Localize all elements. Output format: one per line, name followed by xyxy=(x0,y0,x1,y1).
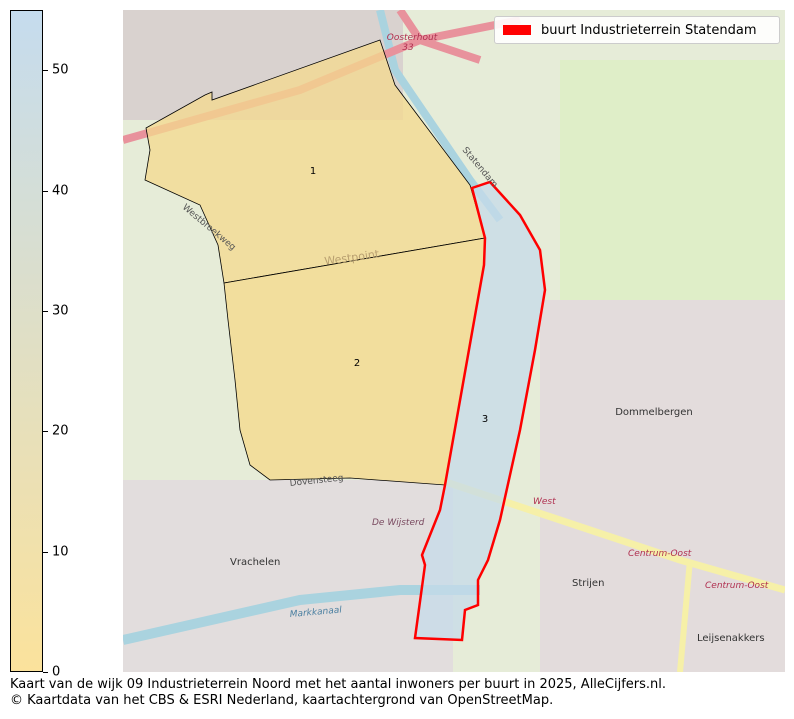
label-strijen: Strijen xyxy=(572,578,604,589)
residential-area-dommelbergen xyxy=(540,300,785,672)
residential-area-vrachelen xyxy=(123,480,453,672)
colorbar-tick-label: 10 xyxy=(52,544,69,560)
region-label-2: 2 xyxy=(354,358,360,369)
region-label-1: 1 xyxy=(310,166,316,177)
label-leijsenakkers: Leijsenakkers xyxy=(697,633,765,644)
colorbar-tick xyxy=(43,310,48,312)
label-west: West xyxy=(533,497,556,507)
colorbar-tick xyxy=(43,431,48,433)
colorbar-tick-label: 30 xyxy=(52,303,69,319)
colorbar-tick-label: 40 xyxy=(52,183,69,199)
road-south xyxy=(677,559,693,672)
region-3-statendam[interactable] xyxy=(413,180,547,642)
colorbar-tick-label: 50 xyxy=(52,62,69,78)
legend-swatch xyxy=(503,25,531,35)
colorbar-tick xyxy=(43,190,48,192)
label-centrum-oost-1: Centrum-Oost xyxy=(628,549,692,559)
colorbar-tick xyxy=(43,672,48,673)
caption-line-1: Kaart van de wijk 09 Industrieterrein No… xyxy=(10,677,667,692)
colorbar-tick xyxy=(43,551,48,553)
legend-label: buurt Industrieterrein Statendam xyxy=(541,22,757,38)
label-dommelbergen: Dommelbergen xyxy=(615,407,693,418)
label-centrum-oost-2: Centrum-Oost xyxy=(705,581,769,591)
colorbar xyxy=(10,10,43,672)
label-oosterhout: Oosterhout xyxy=(387,33,438,43)
region-label-3: 3 xyxy=(482,414,488,425)
map-legend: buurt Industrieterrein Statendam xyxy=(494,16,780,44)
highway-ramp xyxy=(396,10,482,64)
label-markkanaal: Markkanaal xyxy=(289,605,342,620)
colorbar-tick xyxy=(43,70,48,72)
map-labels: Oosterhout 33 Statendam Westpoint Dommel… xyxy=(180,33,769,644)
caption-line-2: © Kaartdata van het CBS & ESRI Nederland… xyxy=(10,693,554,708)
label-vrachelen: Vrachelen xyxy=(230,557,280,568)
farmland xyxy=(560,60,785,300)
label-exit: 33 xyxy=(402,43,414,53)
colorbar-tick-label: 20 xyxy=(52,423,69,439)
label-de-wijsterd: De Wijsterd xyxy=(372,518,425,528)
caption: Kaart van de wijk 09 Industrieterrein No… xyxy=(10,677,666,709)
colorbar-tick-label: 0 xyxy=(52,664,61,680)
map[interactable]: 1 2 3 Oosterhout 33 Statendam Westpoint … xyxy=(123,10,785,672)
